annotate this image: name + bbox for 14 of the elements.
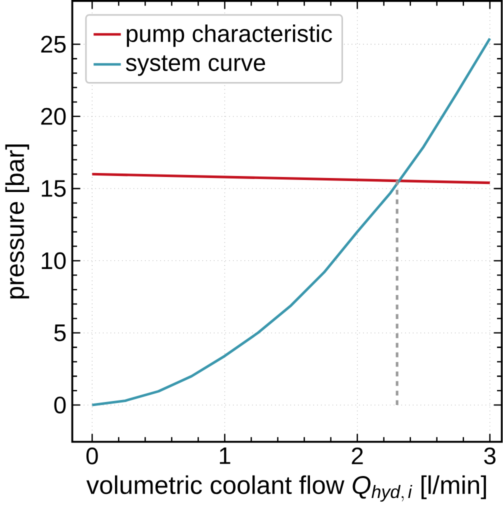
y-tick-label: 5 [54,324,66,342]
y-tick-label: 25 [41,36,66,53]
x-tick-label: 3 [484,447,496,464]
y-axis-title: pressure [bar] [5,144,30,298]
x-axis-title: $\text{volumetric coolant flow }\mathit{Q}_{\mathit{hyd,\,i}}\text{ [l/min]}$ [86,475,486,502]
y-tick-label: 0 [54,396,66,414]
x-tick-label: 0 [86,447,98,464]
x-tick-label: 1 [220,447,230,464]
y-tick-label: 20 [41,108,66,125]
legend-label: pump characteristic [126,24,332,47]
x-tick-label: 2 [352,447,363,464]
y-tick-label: 15 [42,180,66,197]
y-tick-label: 10 [42,252,66,270]
legend-label: system curve [126,55,266,76]
